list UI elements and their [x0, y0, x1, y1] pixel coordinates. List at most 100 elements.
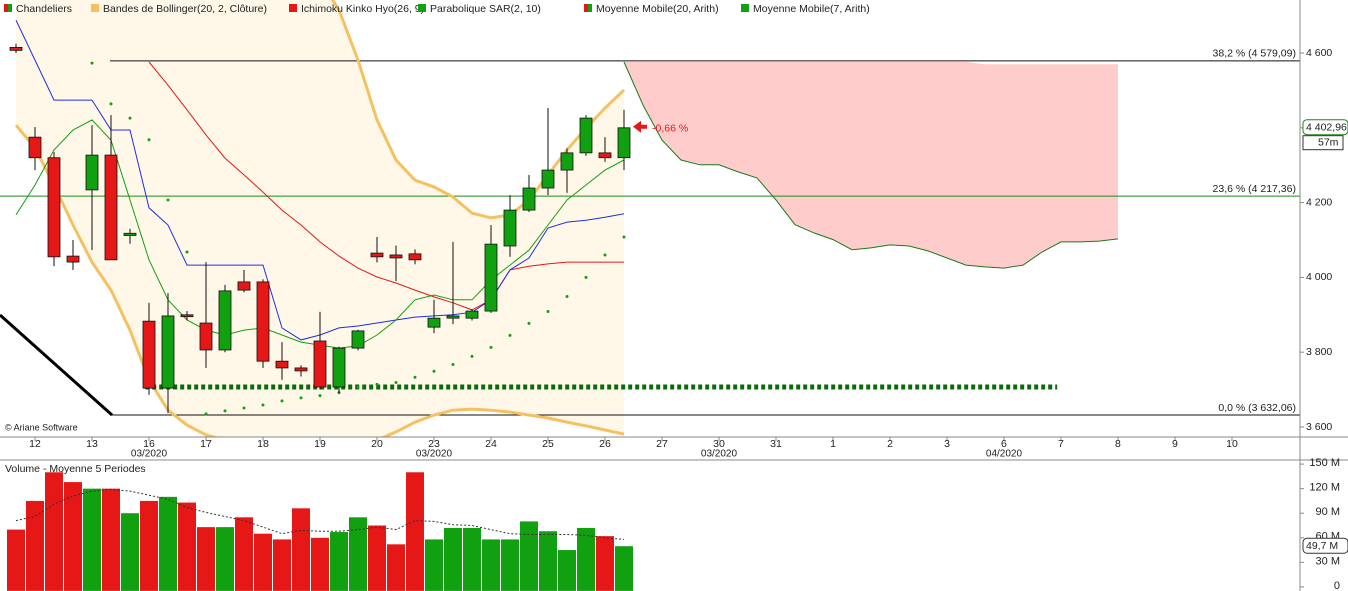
- sar-dot: [584, 275, 588, 279]
- volume-bar: [291, 508, 310, 591]
- trend-line: [0, 313, 113, 417]
- candle-body: [237, 281, 251, 291]
- legend-swatch: [8, 4, 12, 12]
- volume-bar: [367, 525, 386, 591]
- candle-body: [28, 136, 42, 159]
- candle-body: [446, 315, 460, 319]
- candle-body: [123, 232, 137, 236]
- sar-dot: [527, 321, 531, 325]
- volume-bar: [82, 488, 101, 591]
- x-tick-label: 30: [713, 438, 725, 450]
- sar-dot: [166, 198, 170, 202]
- candle-body: [370, 252, 384, 258]
- y-tick-label: 30 M: [1316, 555, 1340, 567]
- candle-body: [161, 315, 175, 389]
- x-tick-label: 2: [887, 438, 893, 450]
- change-label: -0,66 %: [652, 122, 688, 134]
- sar-dot: [432, 369, 436, 373]
- legend-label: Bandes de Bollinger(20, 2, Clôture): [103, 3, 267, 15]
- candle-body: [218, 290, 232, 351]
- sar-dot: [508, 333, 512, 337]
- legend-swatch: [741, 4, 749, 12]
- candle-body: [294, 367, 308, 372]
- sar-dot: [147, 138, 151, 142]
- sar-dot: [223, 409, 227, 413]
- candle-body: [484, 243, 498, 312]
- volume-bar: [329, 532, 348, 591]
- y-tick-label: 4 600: [1306, 47, 1332, 59]
- volume-bar: [44, 472, 63, 591]
- month-label: 03/2020: [701, 449, 738, 460]
- x-tick-label: 31: [770, 438, 782, 450]
- x-tick-label: 7: [1058, 438, 1064, 450]
- month-label: 04/2020: [986, 449, 1023, 460]
- volume-title: Volume - Moyenne 5 Periodes: [5, 463, 146, 475]
- sar-dot: [375, 382, 379, 386]
- candle-body: [522, 187, 536, 211]
- volume-bar: [196, 527, 215, 591]
- x-tick-label: 23: [428, 438, 440, 450]
- volume-bar: [272, 539, 291, 591]
- fib-label: 23,6 % (4 217,36): [1213, 183, 1296, 195]
- sar-dot: [603, 253, 607, 257]
- volume-bar: [462, 527, 481, 591]
- volume-bar: [310, 537, 329, 591]
- sar-dot: [90, 61, 94, 65]
- y-tick-label: 0: [1334, 580, 1340, 591]
- candle-body: [199, 322, 213, 351]
- candle-body: [256, 281, 270, 362]
- last-price-label: 4 402,96: [1306, 121, 1347, 133]
- candle-body: [560, 152, 574, 171]
- bollinger-lower: [14, 124, 625, 437]
- legend-label: Parabolique SAR(2, 10): [430, 3, 541, 15]
- sar-dot: [394, 381, 398, 385]
- volume-bar: [25, 500, 44, 591]
- x-tick-label: 9: [1172, 438, 1178, 450]
- cloud-span-a: [623, 61, 1119, 269]
- x-tick-label: 27: [656, 438, 668, 450]
- x-tick-label: 12: [29, 438, 41, 450]
- x-tick-label: 19: [314, 438, 326, 450]
- volume-bar: [177, 502, 196, 591]
- copyright: © Ariane Software: [5, 422, 78, 432]
- y-tick-label: 150 M: [1309, 457, 1340, 469]
- price-arrow: [633, 120, 647, 133]
- volume-bar: [519, 521, 538, 591]
- y-tick-label: 4 000: [1306, 271, 1332, 283]
- sar-dot: [451, 363, 455, 367]
- volume-average: [15, 488, 625, 540]
- interval-label: 57m: [1318, 136, 1339, 148]
- legend-label: Ichimoku Kinko Hyo(26, 9): [301, 3, 424, 15]
- sar-dot: [413, 375, 417, 379]
- sar-dot: [299, 396, 303, 400]
- fib-label: 0,0 % (3 632,06): [1218, 402, 1296, 414]
- legend-swatch: [418, 4, 426, 12]
- candle-body: [389, 254, 403, 259]
- legend-swatch: [588, 4, 592, 12]
- volume-bar: [576, 527, 595, 591]
- overlay: 38,2 % (4 579,09) 23,6 % (4 217,36) 0,0 % …: [4, 3, 1348, 591]
- volume-bar: [215, 527, 234, 591]
- candle-body: [465, 310, 479, 319]
- sar-dot: [242, 406, 246, 410]
- sar-dot: [280, 399, 284, 403]
- volume-bar: [139, 500, 158, 591]
- y-tick-label: 3 800: [1306, 346, 1332, 358]
- legend-swatch: [91, 4, 99, 12]
- volume-bar: [63, 482, 82, 591]
- candle-body: [66, 255, 80, 263]
- x-tick-label: 20: [371, 438, 383, 450]
- legend-swatch: [289, 4, 297, 12]
- candle-body: [541, 169, 555, 189]
- candle-body: [579, 117, 593, 154]
- candle-body: [85, 154, 99, 191]
- volume-bar: [234, 517, 253, 591]
- volume-bar: [443, 527, 462, 591]
- legend-swatch: [584, 4, 588, 12]
- y-tick-label: 3 600: [1306, 421, 1332, 433]
- month-label: 03/2020: [416, 449, 453, 460]
- x-tick-label: 13: [86, 438, 98, 450]
- x-tick-label: 16: [143, 438, 155, 450]
